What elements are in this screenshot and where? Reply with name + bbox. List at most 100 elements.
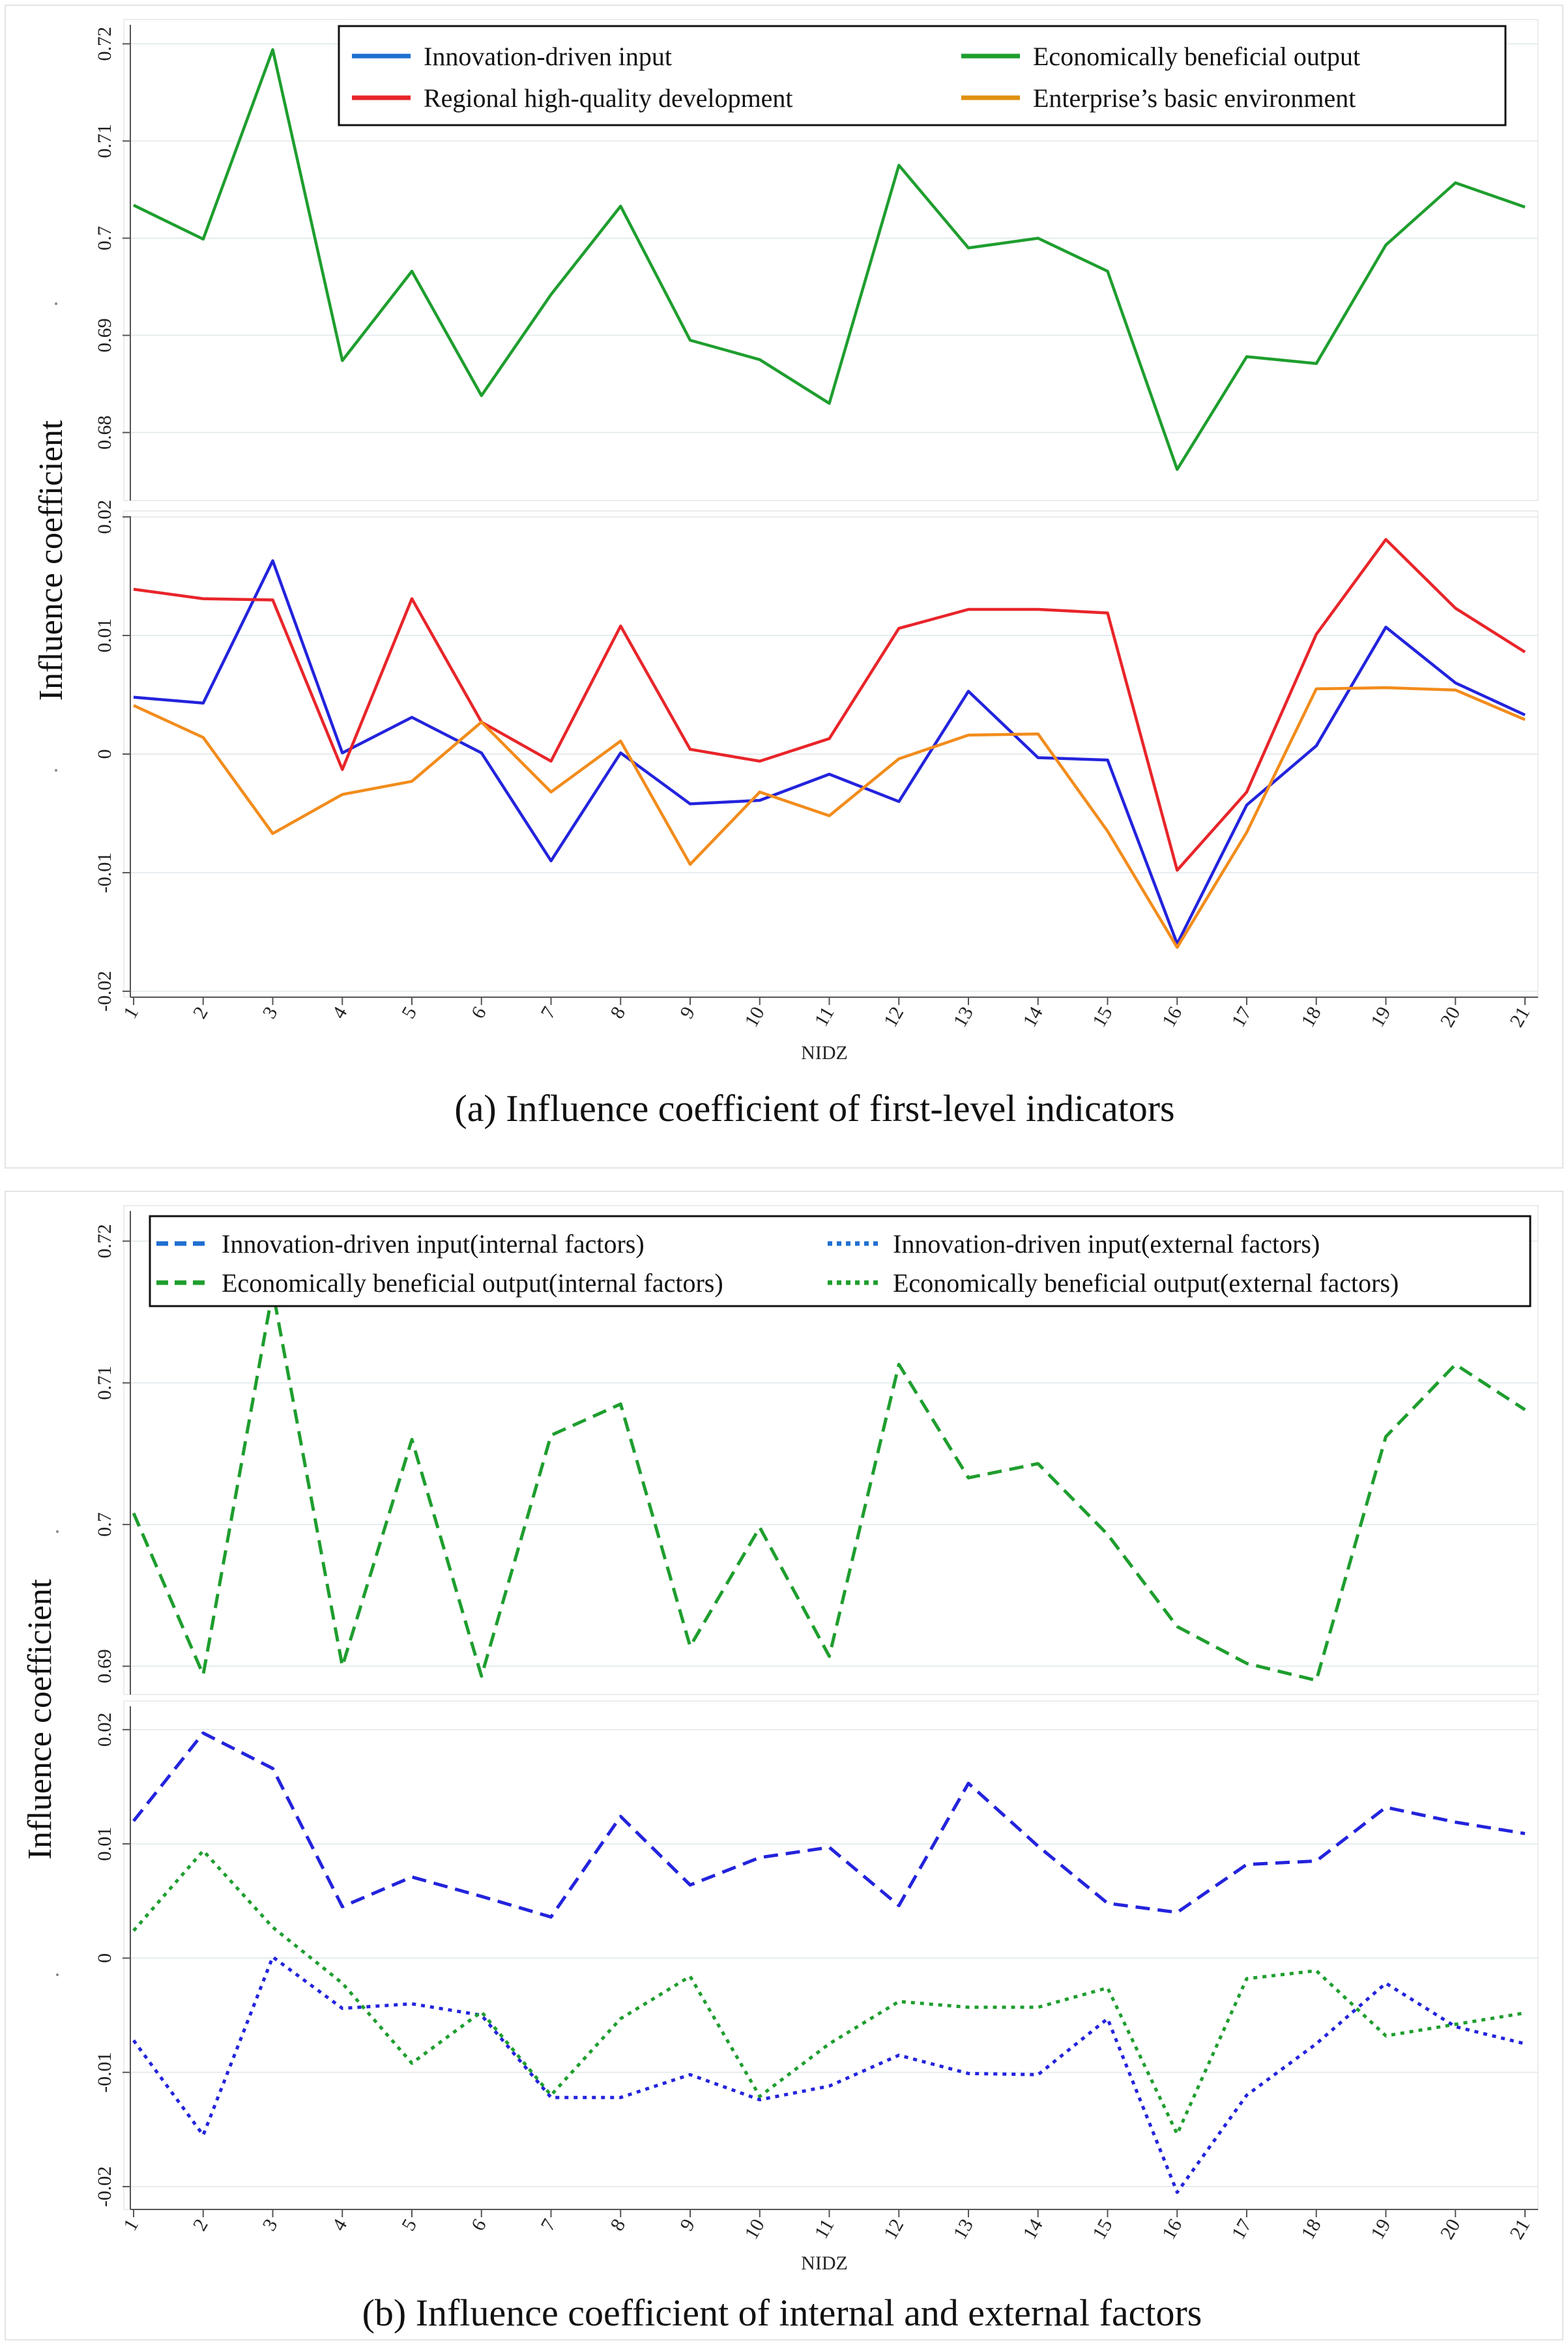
data-point	[410, 2061, 414, 2065]
data-point	[618, 2017, 622, 2020]
data-point	[1384, 2034, 1388, 2038]
data-point	[1384, 686, 1388, 690]
y-tick-label: 0.69	[94, 1649, 115, 1683]
data-point	[828, 736, 832, 740]
data-point	[1175, 1625, 1179, 1629]
data-point	[132, 587, 136, 591]
data-point	[618, 1402, 622, 1406]
data-point	[271, 1955, 275, 1959]
data-point	[132, 2039, 136, 2043]
y-tick-label: -0.01	[94, 852, 115, 894]
y-tick-label: 0.69	[94, 318, 115, 353]
data-point	[1245, 830, 1249, 834]
data-point	[1384, 1435, 1388, 1438]
data-point	[549, 2093, 553, 2097]
y-tick-label: 0.02	[94, 1713, 115, 1747]
y-tick-label: 0.01	[94, 1827, 115, 1861]
data-point	[340, 358, 344, 362]
x-axis-title: NIDZ	[801, 1042, 848, 1064]
data-point	[201, 237, 205, 241]
data-point	[1106, 829, 1110, 833]
data-point	[758, 1525, 762, 1529]
data-point	[966, 733, 970, 737]
y-tick-label: -0.01	[94, 2052, 115, 2093]
legend-b: Innovation-driven input(internal factors…	[149, 1215, 1532, 1307]
data-point	[1175, 467, 1179, 471]
data-point	[410, 2002, 414, 2005]
data-point	[966, 1476, 970, 1479]
data-point	[758, 798, 762, 802]
data-point	[1175, 946, 1179, 950]
y-tick-label: 0.01	[94, 619, 115, 653]
data-point	[1314, 1969, 1318, 1973]
data-point	[271, 832, 275, 836]
data-point	[1314, 2042, 1318, 2046]
data-point	[1245, 1863, 1249, 1867]
data-point	[828, 1845, 832, 1849]
data-point	[1523, 2042, 1527, 2046]
data-point	[688, 802, 692, 806]
data-point	[1036, 2073, 1040, 2076]
data-point	[1453, 1362, 1457, 1366]
data-point	[897, 757, 901, 761]
data-point	[966, 1781, 970, 1785]
data-point	[201, 701, 205, 705]
legend-label: Enterprise’s basic environment	[1033, 83, 1356, 113]
data-point	[1175, 2132, 1179, 2136]
series-line-innovation-driven-input-external-factors	[132, 1955, 1526, 2194]
data-point	[132, 1929, 136, 1932]
data-point	[340, 793, 344, 796]
data-point	[1036, 2005, 1040, 2009]
data-point	[1453, 1820, 1457, 1824]
legend-label: Innovation-driven input(internal factors…	[222, 1229, 645, 1259]
data-point	[1523, 1408, 1527, 1412]
data-point	[828, 1654, 832, 1658]
data-point	[758, 2098, 762, 2102]
data-point	[1453, 681, 1457, 685]
data-point	[271, 559, 275, 562]
data-point	[1384, 1981, 1388, 1985]
data-point	[897, 1904, 901, 1908]
data-point	[688, 748, 692, 751]
data-point	[618, 751, 622, 755]
data-point	[410, 1438, 414, 1442]
data-point	[480, 2010, 484, 2014]
y-tick-label: 0	[94, 750, 115, 759]
data-point	[1245, 1661, 1249, 1665]
data-point	[410, 716, 414, 720]
legend-label: Economically beneficial output	[1033, 42, 1360, 71]
data-point	[1106, 1532, 1110, 1536]
data-point	[897, 164, 901, 168]
data-point	[966, 2071, 970, 2075]
legend-a: Innovation-driven input Economically bene…	[338, 25, 1507, 126]
data-point	[340, 751, 344, 755]
caption-b: (b) Influence coefficient of internal an…	[362, 2292, 1202, 2334]
y-tick-label: -0.02	[94, 971, 115, 1012]
data-point	[1523, 1831, 1527, 1835]
data-point	[1314, 362, 1318, 366]
y-tick-label: 0.71	[94, 1365, 115, 1400]
data-point	[549, 1433, 553, 1437]
data-point	[1106, 1986, 1110, 1990]
data-point	[132, 1511, 136, 1515]
data-point	[1314, 632, 1318, 636]
data-point	[410, 1875, 414, 1879]
y-tick-label: 0.7	[94, 226, 115, 251]
data-point	[1245, 790, 1249, 794]
data-point	[410, 269, 414, 273]
data-point	[201, 736, 205, 740]
legend-label: Innovation-driven input(external factors…	[893, 1229, 1320, 1259]
data-point	[1314, 687, 1318, 691]
data-point	[618, 739, 622, 743]
data-point	[132, 203, 136, 207]
data-point	[1036, 755, 1040, 759]
data-point	[340, 1665, 344, 1668]
data-point	[201, 1849, 205, 1853]
data-point	[1453, 688, 1457, 692]
data-point	[1175, 868, 1179, 872]
data-point	[758, 759, 762, 763]
legend-label: Regional high-quality development	[424, 83, 793, 113]
data-point	[549, 859, 553, 863]
